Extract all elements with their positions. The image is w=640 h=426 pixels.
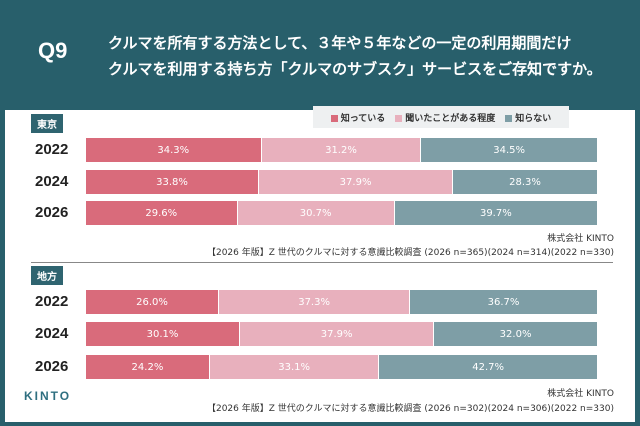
bar-segment: 36.7%	[410, 290, 598, 314]
question-title: クルマを所有する方法として、３年や５年などの一定の利用期間だけ クルマを利用する…	[108, 34, 602, 78]
bar-segment: 28.3%	[453, 170, 598, 194]
source-label: 株式会社 KINTO	[547, 234, 614, 244]
bar-row: 2022 34.3% 31.2% 34.5%	[0, 138, 640, 162]
stacked-bar: 30.1% 37.9% 32.0%	[86, 322, 598, 346]
bar-segment: 33.8%	[86, 170, 260, 194]
bar-row: 2024 30.1% 37.9% 32.0%	[0, 322, 640, 346]
stacked-bar: 26.0% 37.3% 36.7%	[86, 290, 598, 314]
legend: 知っている 聞いたことがある程度 知らない	[313, 106, 569, 128]
bar-segment: 26.0%	[86, 290, 220, 314]
divider	[31, 262, 613, 263]
legend-item: 知っている	[330, 111, 385, 124]
stacked-bar: 24.2% 33.1% 42.7%	[86, 355, 598, 379]
bar-segment: 30.7%	[237, 201, 395, 225]
bar-segment: 31.2%	[261, 138, 422, 162]
bar-row: 2026 24.2% 33.1% 42.7%	[0, 355, 640, 379]
survey-note: 【2026 年版】Z 世代のクルマに対する意識比較調査 (2026 n=365)…	[206, 248, 614, 258]
year-label: 2026	[35, 358, 69, 375]
bar-segment: 24.2%	[86, 355, 210, 379]
stacked-bar: 29.6% 30.7% 39.7%	[86, 201, 598, 225]
bar-segment: 42.7%	[379, 355, 598, 379]
bar-segment: 33.1%	[209, 355, 380, 379]
stacked-bar: 33.8% 37.9% 28.3%	[86, 170, 598, 194]
bar-segment: 37.9%	[240, 322, 435, 346]
bar-segment: 39.7%	[394, 201, 598, 225]
year-label: 2024	[35, 173, 69, 190]
source-label: 株式会社 KINTO	[547, 389, 614, 399]
bar-segment: 34.3%	[86, 138, 262, 162]
year-label: 2022	[35, 141, 69, 158]
region-label-tokyo: 東京	[31, 114, 63, 133]
question-number: Q9	[38, 38, 68, 63]
bar-segment: 37.9%	[259, 170, 454, 194]
bar-segment: 29.6%	[86, 201, 238, 225]
bar-row: 2022 26.0% 37.3% 36.7%	[0, 290, 640, 314]
legend-item: 聞いたことがある程度	[395, 111, 495, 124]
bar-segment: 34.5%	[421, 138, 598, 162]
bar-row: 2026 29.6% 30.7% 39.7%	[0, 201, 640, 225]
bar-row: 2024 33.8% 37.9% 28.3%	[0, 170, 640, 194]
stacked-bar: 34.3% 31.2% 34.5%	[86, 138, 598, 162]
bar-segment: 32.0%	[434, 322, 598, 346]
year-label: 2024	[35, 325, 69, 342]
region-label-local: 地方	[31, 266, 63, 285]
bar-segment: 30.1%	[86, 322, 241, 346]
year-label: 2026	[35, 204, 69, 221]
survey-note: 【2026 年版】Z 世代のクルマに対する意識比較調査 (2026 n=302)…	[206, 404, 614, 414]
year-label: 2022	[35, 293, 69, 310]
kinto-logo: KINTO	[24, 389, 72, 403]
legend-item: 知らない	[505, 111, 551, 124]
bar-segment: 37.3%	[219, 290, 411, 314]
